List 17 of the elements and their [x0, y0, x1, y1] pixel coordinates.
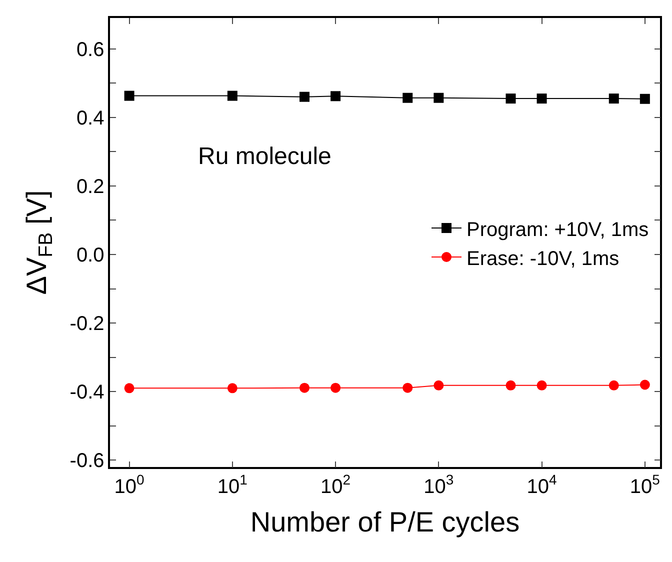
y-tick-label: -0.6 — [70, 450, 104, 472]
x-tick-label: 10$^{5}$ — [630, 471, 660, 498]
legend-label: Program: +10V, 1ms — [466, 218, 649, 241]
x-tick-label: 10$^{4}$ — [526, 471, 558, 498]
legend-label: Erase: -10V, 1ms — [466, 248, 620, 270]
y-tick-label: 0.6 — [76, 38, 104, 61]
x-axis-title: Number of P/E cycles — [250, 506, 520, 538]
y-tick-label: -0.4 — [70, 382, 104, 404]
x-tick-label: 10$^{3}$ — [424, 471, 454, 498]
x-tick-label: 10$^{1}$ — [217, 471, 248, 498]
y-tick-label: 0.0 — [76, 244, 104, 266]
y-tick-label: 0.2 — [76, 176, 104, 198]
annotation: Ru molecule — [198, 143, 332, 170]
x-tick-label: 10$^{0}$ — [114, 471, 145, 498]
y-tick-label: 0.4 — [76, 107, 104, 130]
x-tick-label: 10$^{2}$ — [320, 471, 351, 498]
y-tick-label: -0.2 — [70, 313, 104, 336]
